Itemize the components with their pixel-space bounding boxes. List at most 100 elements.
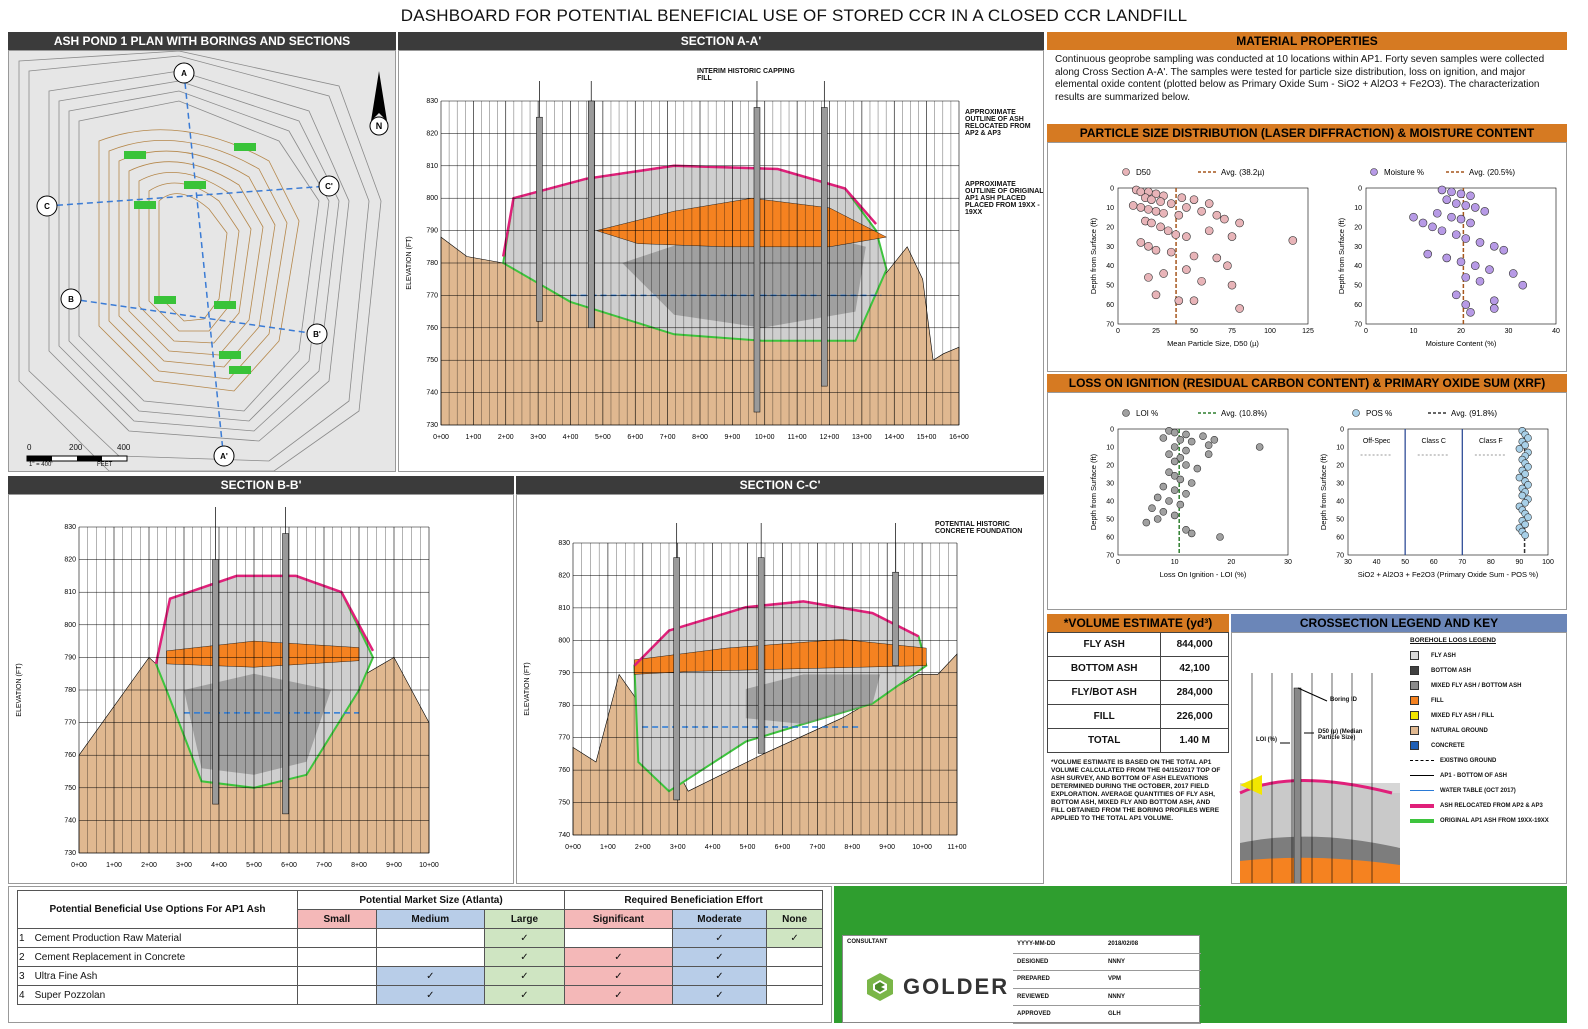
volume-row: FLY/BOT ASH 284,000 <box>1046 680 1229 705</box>
boring <box>673 557 680 801</box>
data-point <box>1187 529 1196 538</box>
y-tick: 60 <box>1106 302 1114 309</box>
class-zone-label: Off-Spec <box>1363 438 1391 445</box>
data-point <box>1170 511 1179 520</box>
data-point <box>1182 265 1191 274</box>
dashboard-title: DASHBOARD FOR POTENTIAL BENEFICIAL USE O… <box>400 6 1188 25</box>
data-point <box>1451 230 1461 239</box>
legend-avg: Avg. (10.8%) <box>1221 409 1267 418</box>
data-point <box>1189 296 1199 305</box>
data-point <box>1144 273 1153 282</box>
y-tick: 20 <box>1336 463 1344 470</box>
y-tick: 830 <box>426 98 438 105</box>
data-point <box>1197 207 1206 216</box>
titleblock-value: 2018/02/08 <box>1108 941 1139 948</box>
legend-series: Moisture % <box>1384 168 1424 177</box>
check-cell <box>766 947 823 967</box>
elevation-label: ELEVATION (FT) <box>16 663 23 716</box>
x-tick: 5+00 <box>595 434 611 441</box>
y-tick: 780 <box>558 702 570 709</box>
y-tick: 70 <box>1106 553 1114 560</box>
x-tick: 9+00 <box>724 434 740 441</box>
legend-marker <box>1122 409 1130 417</box>
beneficial-use-table: Potential Beneficial Use Options For AP1… <box>17 890 823 1005</box>
legend-avg: Avg. (91.8%) <box>1451 409 1497 418</box>
titleblock-key: REVIEWED <box>1017 993 1050 1000</box>
data-point <box>1212 253 1222 263</box>
psd-panel: D50 Avg. (38.2µ) 0 25 50 75 100 125 0 10 20 30 40 50 6… <box>1047 142 1567 372</box>
table-row: 3 Ultra Fine Ash ✓ ✓ ✓ ✓ <box>17 966 823 986</box>
data-point <box>1461 273 1471 282</box>
data-point <box>1142 518 1151 527</box>
y-tick: 40 <box>1106 263 1114 270</box>
data-point <box>1524 434 1532 442</box>
x-tick: 10+00 <box>912 844 932 851</box>
scale-0: 0 <box>27 443 32 452</box>
titleblock-value: NNNY <box>1108 993 1126 1000</box>
y-axis-label: Depth from Surface (ft) <box>1089 453 1098 530</box>
legend-line-swatch <box>1410 760 1434 761</box>
x-axis-label: SiO2 + Al2O3 + Fe2O3 (Primary Oxide Sum … <box>1358 570 1539 579</box>
x-tick: 2+00 <box>635 844 651 851</box>
use-option: 4 Super Pozzolan <box>17 985 298 1005</box>
data-point <box>1182 203 1191 212</box>
y-tick: 30 <box>1336 481 1344 488</box>
data-point <box>1170 428 1179 437</box>
data-point <box>1165 468 1173 476</box>
y-tick: 50 <box>1354 283 1362 290</box>
mixed-ash <box>184 673 331 775</box>
use-option: 1 Cement Production Raw Material <box>17 928 298 948</box>
volume-row: BOTTOM ASH 42,100 <box>1046 656 1229 681</box>
data-point <box>1489 241 1499 251</box>
note-capping: INTERIM HISTORIC CAPPING FILL <box>697 68 795 82</box>
use-option: 3 Ultra Fine Ash <box>17 966 298 986</box>
data-point <box>1187 479 1196 487</box>
y-tick: 760 <box>426 325 438 332</box>
data-point <box>1159 208 1168 218</box>
legend-item: NATURAL GROUND <box>1410 723 1566 738</box>
section-cc-svg: ELEVATION (FT) 830 820 810 800 790 780 770 760 75… <box>524 523 967 851</box>
data-point <box>1170 486 1179 494</box>
y-tick: 0 <box>1340 427 1344 434</box>
title-block: CONSULTANT GOLDER YYYY-MM-DD 2018/02/08 DE… <box>842 935 1201 1024</box>
data-point <box>1521 499 1529 507</box>
x-tick: 0 <box>1364 328 1368 335</box>
beneficial-use-panel: Potential Beneficial Use Options For AP1… <box>8 886 832 1023</box>
volume-value: 226,000 <box>1160 704 1229 729</box>
check-cell: ✓ <box>375 966 485 986</box>
y-tick: 830 <box>64 524 76 531</box>
x-tick: 10+00 <box>755 434 775 441</box>
use-number: 1 <box>19 932 25 944</box>
x-tick: 5+00 <box>246 862 262 869</box>
group-effort: Required Beneficiation Effort <box>564 890 823 910</box>
check-cell: ✓ <box>564 985 673 1005</box>
data-point <box>1197 276 1206 286</box>
chart-legend: D50 Avg. (38.2µ) <box>1122 168 1265 177</box>
legend-panel: Boring ID LOI (%) D50 (µ) (Median Partic… <box>1231 632 1567 884</box>
y-tick: 20 <box>1106 224 1114 231</box>
data-point <box>1428 222 1437 232</box>
data-point <box>1165 497 1173 505</box>
data-point <box>1220 214 1229 224</box>
x-tick: 50 <box>1190 328 1198 335</box>
x-tick: 2+00 <box>141 862 157 869</box>
svg-text:N: N <box>376 121 383 131</box>
y-tick: 760 <box>64 752 76 759</box>
x-tick: 14+00 <box>884 434 904 441</box>
golder-logo-text: GOLDER <box>903 974 1010 999</box>
data-point <box>1176 475 1185 484</box>
x-tick: 0+00 <box>433 434 449 441</box>
x-tick: 4+00 <box>563 434 579 441</box>
data-point <box>1524 513 1532 521</box>
y-axis-label: Depth from Surface (ft) <box>1089 217 1098 294</box>
data-point <box>1170 443 1179 451</box>
data-point <box>1470 203 1480 212</box>
volume-row: FILL 226,000 <box>1046 704 1229 729</box>
data-point <box>1489 296 1499 305</box>
x-axis-label: Mean Particle Size, D50 (µ) <box>1167 339 1259 348</box>
y-tick: 770 <box>64 720 76 727</box>
legend-series: D50 <box>1136 168 1151 177</box>
volume-value: 42,100 <box>1160 656 1229 681</box>
y-tick: 820 <box>426 130 438 137</box>
x-tick: 125 <box>1302 328 1314 335</box>
